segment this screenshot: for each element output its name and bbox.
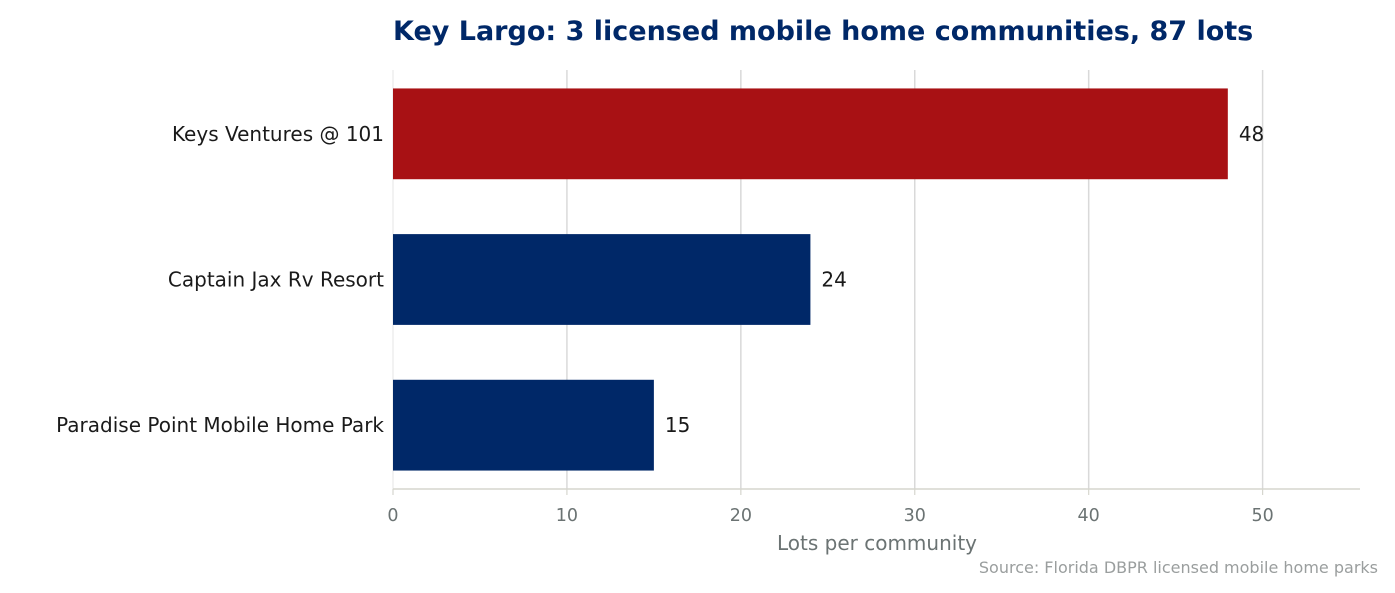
x-tick-label: 30 bbox=[904, 506, 926, 526]
value-labels: 48 24 15 bbox=[665, 122, 1264, 437]
bar bbox=[393, 379, 654, 471]
x-axis-ticks: 0 10 20 30 40 50 bbox=[387, 489, 1274, 526]
x-axis-label: Lots per community bbox=[777, 531, 977, 555]
x-tick-label: 50 bbox=[1251, 506, 1273, 526]
source-note: Source: Florida DBPR licensed mobile hom… bbox=[979, 558, 1378, 577]
category-label: Captain Jax Rv Resort bbox=[168, 268, 384, 292]
chart-title: Key Largo: 3 licensed mobile home commun… bbox=[393, 16, 1253, 47]
category-labels: Keys Ventures @ 101 Captain Jax Rv Resort… bbox=[56, 122, 384, 437]
x-tick-label: 40 bbox=[1078, 506, 1100, 526]
x-tick-label: 0 bbox=[387, 506, 398, 526]
x-tick-label: 10 bbox=[556, 506, 578, 526]
category-label: Paradise Point Mobile Home Park bbox=[56, 413, 384, 437]
value-label: 24 bbox=[821, 268, 846, 292]
bars bbox=[393, 88, 1228, 471]
bar bbox=[393, 234, 811, 325]
category-label: Keys Ventures @ 101 bbox=[172, 122, 384, 146]
value-label: 15 bbox=[665, 413, 690, 437]
x-tick-label: 20 bbox=[730, 506, 752, 526]
value-label: 48 bbox=[1239, 122, 1264, 146]
bar bbox=[393, 88, 1228, 180]
